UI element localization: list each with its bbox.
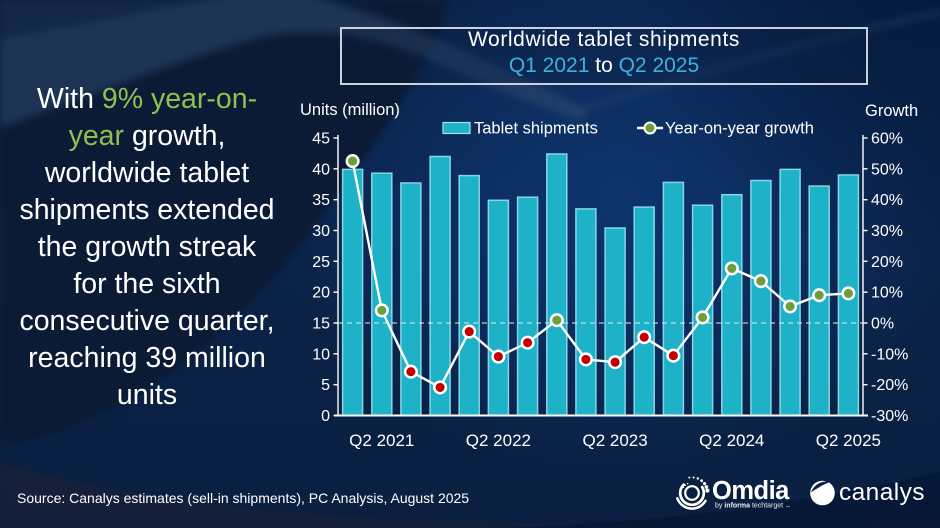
svg-text:Q2 2024: Q2 2024 xyxy=(699,431,764,450)
svg-text:30: 30 xyxy=(312,223,330,240)
svg-text:20: 20 xyxy=(312,285,330,302)
svg-text:canalys: canalys xyxy=(839,479,925,506)
svg-text:60%: 60% xyxy=(871,131,903,148)
svg-text:Q2 2022: Q2 2022 xyxy=(466,431,531,450)
svg-text:5: 5 xyxy=(321,377,330,394)
svg-text:-10%: -10% xyxy=(871,346,908,363)
svg-text:30%: 30% xyxy=(871,223,903,240)
svg-text:45: 45 xyxy=(312,131,330,148)
svg-text:Q2 2023: Q2 2023 xyxy=(582,431,647,450)
svg-text:40%: 40% xyxy=(871,192,903,209)
svg-text:Tablet shipments: Tablet shipments xyxy=(474,120,598,138)
svg-text:20%: 20% xyxy=(871,254,903,271)
svg-text:by informa techtarget ↔: by informa techtarget ↔ xyxy=(715,503,791,510)
svg-text:Growth: Growth xyxy=(865,102,918,120)
svg-text:-30%: -30% xyxy=(871,408,908,425)
svg-text:Year-on-year growth: Year-on-year growth xyxy=(665,120,814,138)
svg-text:40: 40 xyxy=(312,161,330,178)
svg-text:Q2 2021: Q2 2021 xyxy=(349,431,414,450)
svg-text:35: 35 xyxy=(312,192,330,209)
svg-text:25: 25 xyxy=(312,254,330,271)
svg-text:0%: 0% xyxy=(871,316,894,333)
svg-text:-20%: -20% xyxy=(871,377,908,394)
svg-text:Q2 2025: Q2 2025 xyxy=(816,431,881,450)
svg-text:15: 15 xyxy=(312,316,330,333)
svg-text:Omdia: Omdia xyxy=(712,477,790,505)
svg-text:Units (million): Units (million) xyxy=(300,101,400,119)
svg-text:10: 10 xyxy=(312,346,330,363)
svg-text:0: 0 xyxy=(321,408,330,425)
svg-text:10%: 10% xyxy=(871,285,903,302)
svg-text:50%: 50% xyxy=(871,161,903,178)
